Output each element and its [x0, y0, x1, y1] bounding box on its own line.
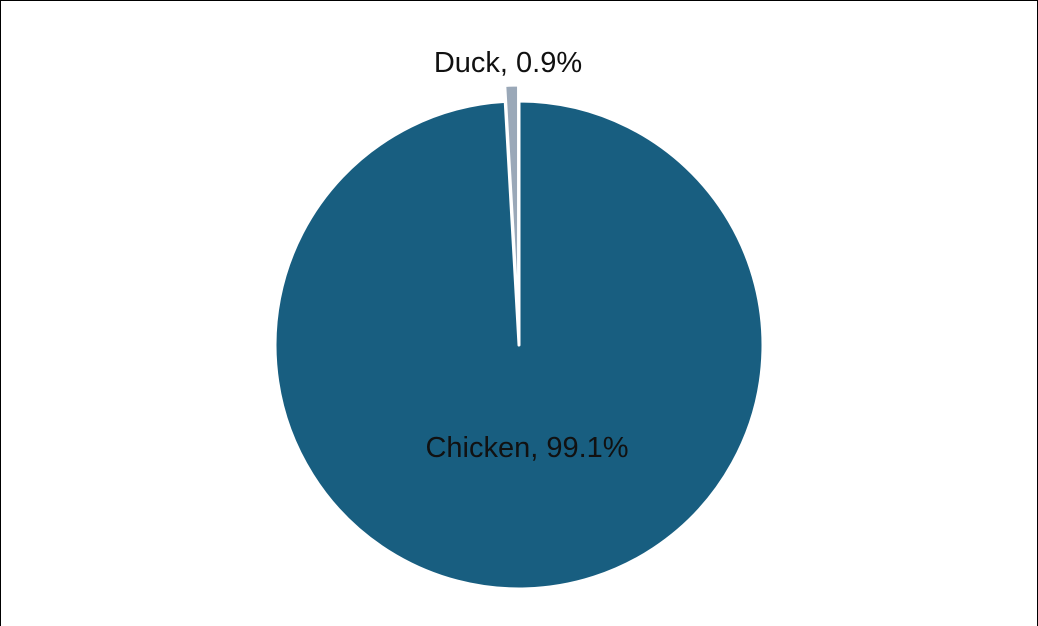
slice-label-chicken: Chicken, 99.1%: [425, 432, 628, 464]
slice-label-duck: Duck, 0.9%: [434, 47, 582, 79]
pie-slice-duck: [503, 83, 521, 331]
pie-slice-chicken: [273, 99, 765, 591]
